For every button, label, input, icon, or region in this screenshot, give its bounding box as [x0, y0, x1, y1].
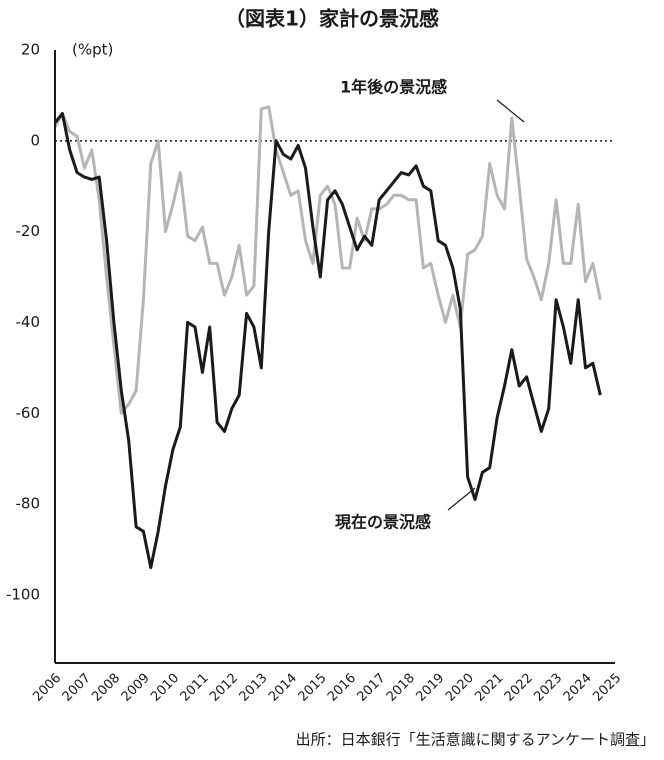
y-tick-label: 0	[30, 131, 40, 149]
x-tick-label: 2017	[355, 671, 389, 705]
annotation-leader	[447, 487, 476, 511]
x-tick-label: 2014	[266, 671, 300, 705]
x-tick-label: 2010	[148, 671, 182, 705]
y-tick-label: -80	[16, 495, 41, 513]
x-tick-label: 2024	[561, 671, 595, 705]
x-tick-label: 2009	[119, 671, 153, 705]
chart-title: （図表1）家計の景況感	[225, 7, 439, 31]
x-tick-label: 2021	[472, 671, 506, 705]
x-tick-label: 2008	[89, 671, 123, 705]
x-tick-label: 2012	[207, 671, 241, 705]
x-tick-label: 2023	[531, 671, 565, 705]
x-tick-label: 2011	[178, 671, 212, 705]
x-tick-label: 2015	[296, 671, 330, 705]
y-tick-label: 20	[21, 41, 40, 59]
x-tick-label: 2020	[443, 671, 477, 705]
y-tick-label: -60	[16, 404, 41, 422]
series-line	[53, 105, 602, 415]
series-line	[53, 112, 602, 570]
y-tick-label: -40	[16, 313, 41, 331]
x-tick-label: 2007	[60, 671, 94, 705]
x-tick-label: 2016	[325, 671, 359, 705]
series-annotation: 1年後の景況感	[340, 78, 447, 97]
x-tick-label: 2022	[502, 671, 536, 705]
annotation-leader	[496, 99, 525, 123]
series-annotation: 現在の景況感	[335, 513, 431, 532]
x-tick-label: 2018	[384, 671, 418, 705]
x-tick-label: 2006	[30, 671, 64, 705]
x-tick-label: 2013	[237, 671, 271, 705]
y-tick-label: -100	[6, 585, 40, 603]
y-unit: (%pt)	[72, 41, 113, 59]
y-tick-label: -20	[16, 222, 41, 240]
x-tick-label: 2019	[413, 671, 447, 705]
x-tick-label: 2025	[590, 671, 624, 705]
source-note: 出所：日本銀行「生活意識に関するアンケート調査」	[296, 731, 655, 749]
